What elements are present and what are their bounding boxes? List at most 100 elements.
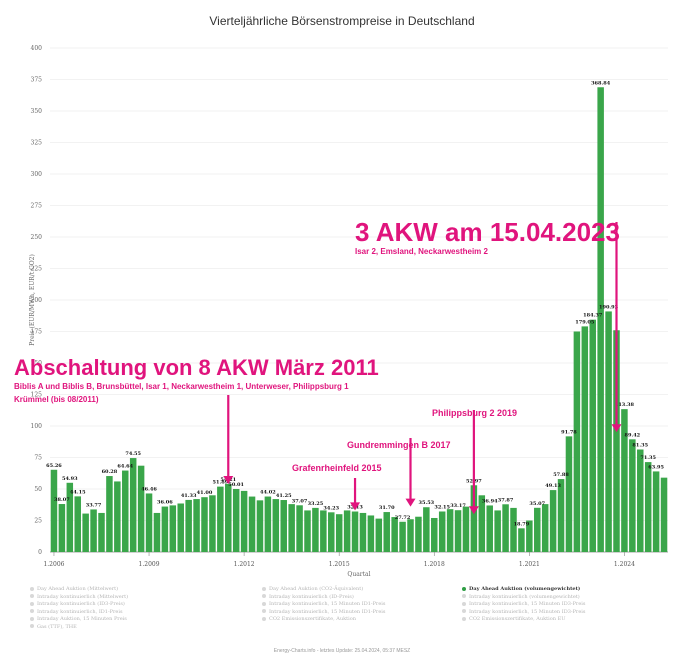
bar bbox=[375, 518, 383, 552]
legend-label: Gas (TTF), THE bbox=[37, 623, 77, 630]
bar bbox=[137, 465, 145, 552]
y-axis-label: Preis (EUR/MWh, EUR/t CO2) bbox=[29, 254, 36, 346]
legend-item[interactable]: Intraday kontinuierlich, 15 Minuten ID1-… bbox=[262, 601, 385, 607]
legend-label: Intraday Auktion, 15 Minuten Preis bbox=[37, 616, 127, 622]
bar bbox=[518, 528, 525, 552]
legend-item[interactable]: Intraday Auktion, 15 Minuten Preis bbox=[30, 616, 127, 622]
legend-item[interactable]: Intraday kontinuierlich, 15 Minuten ID1-… bbox=[262, 609, 385, 615]
bar bbox=[621, 409, 628, 552]
data-label: 46.46 bbox=[141, 486, 157, 492]
legend-item[interactable]: Intraday kontinuierlich, 15 Minuten ID3-… bbox=[462, 601, 585, 607]
bar bbox=[312, 507, 319, 552]
data-label: 71.35 bbox=[640, 455, 656, 461]
bar bbox=[264, 496, 272, 552]
data-label: 64.64 bbox=[117, 464, 133, 470]
data-label: 27.72 bbox=[395, 515, 411, 521]
legend-item[interactable]: Intraday kontinuierlich, 15 Minuten ID3-… bbox=[462, 609, 585, 615]
legend-item[interactable]: Intraday kontinuierlich (ID-Preis) bbox=[262, 594, 354, 600]
y-tick-label: 125 bbox=[31, 392, 43, 399]
bar bbox=[335, 514, 343, 552]
data-label: 91.78 bbox=[561, 429, 577, 435]
x-tick-label: 1.2024 bbox=[614, 561, 635, 568]
legend-dot-icon bbox=[30, 594, 34, 598]
annotation-title: Gundremmingen B 2017 bbox=[347, 440, 451, 450]
legend-label: Intraday kontinuierlich (ID3-Preis) bbox=[37, 601, 125, 607]
bar bbox=[296, 505, 303, 552]
legend-dot-icon bbox=[262, 586, 266, 591]
data-label: 54.93 bbox=[62, 476, 78, 482]
bar bbox=[423, 507, 430, 552]
bar bbox=[510, 507, 517, 552]
data-label: 33.25 bbox=[308, 501, 324, 507]
data-label: 34.23 bbox=[323, 505, 339, 511]
annotation-arrow-head bbox=[405, 498, 416, 507]
bar bbox=[185, 499, 192, 552]
legend-label: Intraday kontinuierlich (volumengewichte… bbox=[469, 593, 580, 600]
legend-label: Intraday kontinuierlich, 15 Minuten ID1-… bbox=[269, 608, 386, 615]
bar bbox=[114, 481, 121, 552]
y-tick-label: 100 bbox=[31, 423, 43, 430]
bar bbox=[652, 471, 660, 552]
bar bbox=[145, 493, 153, 552]
data-label: 37.87 bbox=[498, 497, 514, 503]
data-label: 184.37 bbox=[583, 313, 603, 319]
bar bbox=[351, 511, 359, 552]
bar bbox=[106, 476, 113, 552]
y-tick-label: 325 bbox=[31, 140, 43, 147]
footer: Energy-Charts.info - letztes Update: 25.… bbox=[273, 648, 411, 654]
data-label: 57.88 bbox=[553, 472, 569, 478]
legend-item[interactable]: Intraday kontinuierlich (ID3-Preis) bbox=[30, 601, 125, 607]
legend-item[interactable]: Day Ahead Auktion (CO2-Äquivalent) bbox=[262, 586, 363, 592]
legend-label: Day Ahead Auktion (CO2-Äquivalent) bbox=[269, 586, 364, 592]
bar bbox=[415, 516, 422, 552]
data-label: 37.07 bbox=[292, 498, 308, 504]
legend-item[interactable]: Intraday kontinuierlich (volumengewichte… bbox=[462, 594, 580, 600]
legend-dot-icon bbox=[462, 586, 466, 591]
bar bbox=[478, 495, 486, 552]
bar bbox=[153, 512, 161, 552]
x-tick-label: 1.2021 bbox=[519, 561, 540, 568]
legend-item[interactable]: Day Ahead Auktion (volumengewichtet) bbox=[462, 586, 580, 592]
bar bbox=[98, 512, 105, 552]
bar bbox=[193, 499, 200, 552]
legend-item[interactable]: Intraday kontinuierlich (Mittelwert) bbox=[30, 594, 128, 600]
bar bbox=[240, 490, 248, 552]
legend-dot-icon bbox=[30, 601, 34, 606]
bar bbox=[644, 462, 652, 552]
bar bbox=[462, 506, 470, 552]
bar bbox=[597, 87, 604, 552]
legend-item[interactable]: Intraday kontinuierlich, ID1-Preis bbox=[30, 609, 123, 615]
legend-dot-icon bbox=[262, 616, 266, 621]
x-tick-label: 1.2012 bbox=[234, 561, 255, 568]
annotation-arrow-head bbox=[468, 506, 479, 515]
bar bbox=[470, 485, 478, 552]
data-label: 60.28 bbox=[102, 469, 118, 475]
annotation-title: 3 AKW am 15.04.2023 bbox=[355, 217, 620, 247]
y-tick-label: 250 bbox=[31, 234, 43, 241]
x-tick-label: 1.2006 bbox=[43, 561, 64, 568]
grid-lines bbox=[50, 47, 668, 553]
bar bbox=[248, 496, 256, 552]
bar bbox=[320, 510, 327, 552]
chart-title: Vierteljährliche Börsenstrompreise in De… bbox=[209, 14, 475, 28]
bar bbox=[629, 439, 636, 552]
legend-label: CO2 Emissionszertifikate, Auktion bbox=[269, 616, 356, 622]
bar bbox=[288, 504, 295, 552]
data-label: 41.33 bbox=[181, 493, 197, 499]
bar bbox=[217, 486, 224, 552]
legend-item[interactable]: CO2 Emissionszertifikate, Auktion bbox=[262, 616, 356, 622]
legend: Day Ahead Auktion (Mittelwert) Day Ahead … bbox=[30, 586, 670, 636]
legend-item[interactable]: Gas (TTF), THE bbox=[30, 624, 77, 630]
legend-dot-icon bbox=[30, 616, 34, 621]
legend-dot-icon bbox=[462, 594, 466, 598]
bar bbox=[129, 458, 137, 552]
annotation-subtitle: Isar 2, Emsland, Neckarwestheim 2 bbox=[355, 247, 489, 256]
bar bbox=[502, 504, 509, 552]
data-label: 41.00 bbox=[197, 490, 213, 496]
legend-item[interactable]: CO2 Emissionszertifikate, Auktion EU bbox=[462, 616, 565, 622]
data-label: 36.94 bbox=[482, 498, 498, 504]
data-label: 31.70 bbox=[379, 505, 395, 511]
annotation-title: Grafenrheinfeld 2015 bbox=[292, 463, 382, 473]
legend-item[interactable]: Day Ahead Auktion (Mittelwert) bbox=[30, 586, 118, 592]
